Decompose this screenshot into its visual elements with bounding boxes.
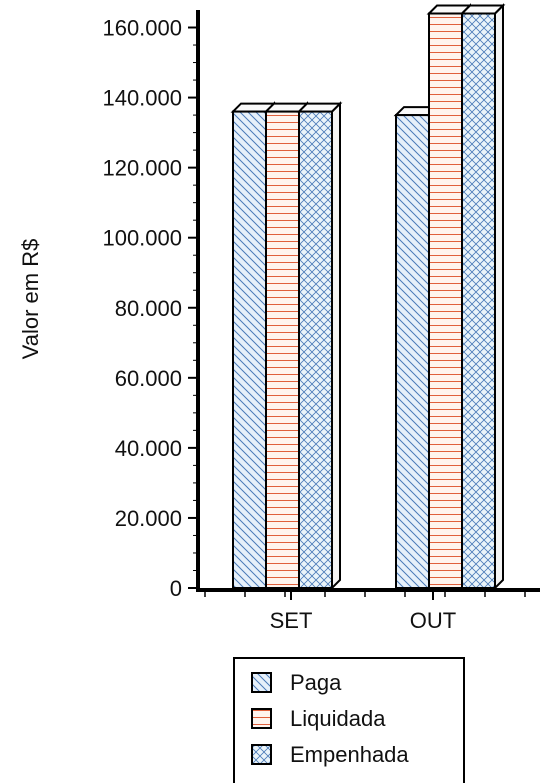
legend-label-empenhada: Empenhada — [290, 742, 409, 767]
bar-front — [461, 12, 496, 589]
bar-side — [494, 3, 504, 591]
legend-label-liquidada: Liquidada — [290, 706, 386, 731]
x-tick-label: SET — [270, 608, 313, 633]
bar-front — [298, 110, 333, 589]
bar-front — [395, 114, 430, 589]
x-tick-label: OUT — [410, 608, 456, 633]
bar-empenhada-set — [296, 101, 343, 591]
y-tick-label: 80.000 — [115, 296, 182, 321]
y-axis-ticks: 0 20.000 40.000 60.000 80.000 100.000 120.000 1… — [102, 16, 198, 601]
y-tick-label: 120.000 — [102, 156, 182, 181]
y-axis-title: Valor em R$ — [18, 239, 43, 360]
y-tick-label: 100.000 — [102, 226, 182, 251]
bars — [230, 3, 506, 591]
x-axis-ticks: SET OUT — [204, 590, 526, 633]
legend-box — [233, 657, 465, 783]
y-tick-label: 40.000 — [115, 436, 182, 461]
bar-side — [331, 101, 341, 591]
y-tick-label: 160.000 — [102, 16, 182, 41]
bar-top — [459, 4, 506, 15]
legend-swatch-liquidada — [251, 708, 272, 729]
bar-top — [296, 102, 343, 113]
bar-front — [265, 110, 300, 589]
y-tick-label: 20.000 — [115, 506, 182, 531]
bar-front — [232, 110, 267, 589]
y-tick-label: 140.000 — [102, 86, 182, 111]
y-tick-label: 0 — [170, 576, 182, 601]
legend: Paga Liquidada Empenhada — [233, 657, 465, 783]
bar-empenhada-out — [459, 3, 506, 591]
legend-label-paga: Paga — [290, 670, 342, 695]
y-tick-label: 60.000 — [115, 366, 182, 391]
bar-front — [428, 12, 463, 589]
legend-swatch-paga — [251, 672, 272, 693]
legend-swatch-empenhada — [251, 744, 272, 765]
